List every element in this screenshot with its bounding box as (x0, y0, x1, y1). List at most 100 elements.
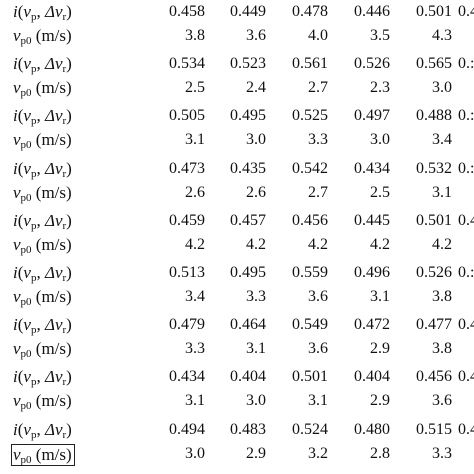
row-label-velocity: vp0 (m/s) (11, 443, 75, 466)
symbol-v: v (23, 106, 31, 126)
table-row-interaction: i(vp, Δvr) 0.434 0.404 0.501 0.404 0.456 0.4 (0, 367, 474, 389)
table-cell: 2.6 (246, 183, 266, 201)
unit-label: (m/s) (31, 391, 72, 411)
table-cell: 0.501 (292, 368, 328, 386)
symbol-i: i (13, 2, 18, 21)
table-cell: 2.5 (370, 183, 390, 201)
symbol-i: i (13, 106, 18, 126)
table-cell: 0.542 (292, 159, 328, 177)
symbol-i: i (13, 419, 18, 439)
row-label-velocity: vp0 (m/s) (13, 391, 72, 413)
table-cell: 2.3 (370, 79, 390, 97)
row-label-velocity: vp0 (m/s) (13, 26, 72, 47)
table-cell: 0.458 (169, 3, 205, 20)
symbol-v: v (13, 339, 21, 359)
subscript-p: p (30, 219, 37, 232)
subscript-p: p (30, 63, 37, 76)
row-label-interaction: i(vp, Δvr) (13, 210, 72, 232)
table-cell: 4.0 (308, 27, 328, 44)
table-cell: 3.4 (185, 288, 205, 305)
symbol-v: v (23, 158, 31, 178)
symbol-v: v (13, 287, 21, 306)
subscript-p0: p0 (20, 243, 32, 256)
table-cell: 4.2 (185, 235, 205, 253)
table-cell: 0.523 (230, 55, 266, 73)
row-label-interaction: i(vp, Δvr) (13, 315, 72, 337)
table-cell: 3.1 (185, 392, 205, 410)
table-cell: 0.494 (169, 420, 205, 438)
symbol-v: v (54, 315, 63, 335)
table-cell-clipped: 0.4 (458, 368, 474, 386)
subscript-r: r (62, 63, 67, 76)
table-cell: 0.526 (354, 55, 390, 73)
symbol-delta: Δ (44, 210, 55, 230)
table-cell: 4.2 (308, 235, 328, 253)
symbol-i: i (13, 210, 18, 230)
table-cell: 3.3 (185, 340, 205, 358)
row-label-interaction: i(vp, Δvr) (13, 419, 72, 441)
symbol-v: v (13, 130, 21, 150)
table-cell-clipped: 0.4 (458, 3, 474, 20)
row-label-interaction: i(vp, Δvr) (13, 106, 72, 128)
row-label-velocity: vp0 (m/s) (13, 78, 72, 100)
subscript-p: p (30, 428, 37, 441)
table-cell: 0.515 (416, 420, 452, 438)
table-cell: 3.2 (308, 444, 328, 462)
table-cell: 3.1 (185, 131, 205, 149)
table-row-velocity: vp0 (m/s) 3.8 3.6 4.0 3.5 4.3 (0, 26, 474, 47)
symbol-v: v (23, 315, 31, 335)
table-cell: 0.472 (354, 316, 390, 334)
subscript-r: r (62, 11, 67, 23)
table-cell: 3.6 (308, 340, 328, 358)
unit-label: (m/s) (31, 130, 72, 150)
symbol-v: v (54, 419, 63, 439)
unit-label: (m/s) (31, 339, 72, 359)
table-cell: 0.478 (292, 3, 328, 20)
subscript-p0: p0 (20, 296, 32, 308)
table-cell: 0.449 (230, 3, 266, 20)
subscript-p0: p0 (20, 87, 32, 100)
symbol-v: v (13, 26, 21, 45)
symbol-v: v (13, 444, 21, 464)
table-row-interaction: i(vp, Δvr) 0.459 0.457 0.456 0.445 0.501 0.4 (0, 210, 474, 232)
subscript-p: p (30, 272, 37, 284)
subscript-r: r (62, 324, 67, 337)
symbol-v: v (23, 367, 31, 387)
table-cell: 0.404 (230, 368, 266, 386)
symbol-i: i (13, 158, 18, 178)
table-cell: 3.1 (432, 183, 452, 201)
table-cell: 2.7 (308, 79, 328, 97)
table-cell: 3.1 (246, 340, 266, 358)
table-cell: 2.5 (185, 79, 205, 97)
table-cell-clipped: 0.: (458, 107, 474, 125)
subscript-p0: p0 (20, 400, 32, 413)
table-cell: 0.459 (169, 211, 205, 229)
table-cell: 3.0 (185, 444, 205, 462)
subscript-p: p (30, 167, 37, 180)
subscript-r: r (62, 376, 67, 389)
symbol-v: v (23, 263, 31, 282)
table-cell: 0.565 (416, 55, 452, 73)
symbol-i: i (13, 54, 18, 74)
table-row-interaction: i(vp, Δvr) 0.473 0.435 0.542 0.434 0.532 0.: (0, 158, 474, 180)
table-cell: 0.488 (416, 107, 452, 125)
table-cell: 3.3 (308, 131, 328, 149)
table-cell: 0.501 (416, 211, 452, 229)
table-cell: 2.9 (370, 392, 390, 410)
table-cell: 0.525 (292, 107, 328, 125)
table-row-velocity: vp0 (m/s) 3.1 3.0 3.3 3.0 3.4 (0, 130, 474, 151)
table-row-velocity: vp0 (m/s) 2.5 2.4 2.7 2.3 3.0 (0, 78, 474, 100)
table-cell: 3.8 (432, 288, 452, 305)
table-cell: 3.0 (432, 79, 452, 97)
table-cell: 0.561 (292, 55, 328, 73)
table-cell: 0.534 (169, 55, 205, 73)
unit-label: (m/s) (31, 444, 72, 464)
row-label-interaction: i(vp, Δvr) (13, 2, 72, 23)
row-label-interaction: i(vp, Δvr) (13, 54, 72, 76)
table-cell-clipped: 0.4 (458, 316, 474, 334)
table-cell: 0.483 (230, 420, 266, 438)
table-row-velocity: vp0 (m/s) 3.1 3.0 3.1 2.9 3.6 (0, 391, 474, 413)
row-label-velocity: vp0 (m/s) (13, 130, 72, 151)
symbol-v: v (13, 234, 21, 254)
table-cell: 0.501 (416, 3, 452, 20)
